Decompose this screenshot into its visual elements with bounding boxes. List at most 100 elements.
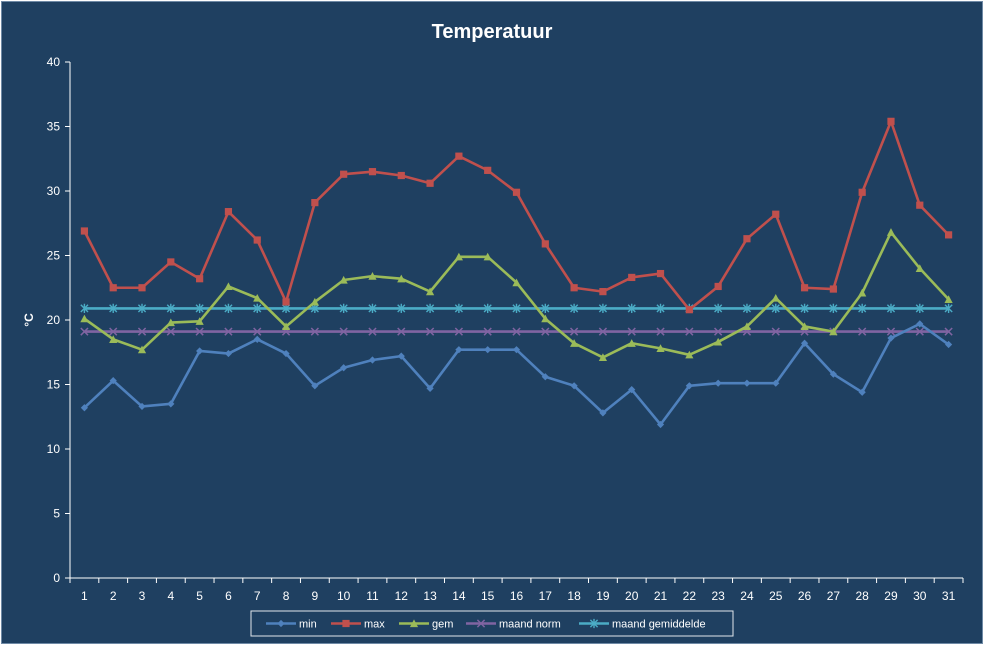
legend-marker	[476, 619, 486, 628]
data-point-maand-norm	[886, 327, 896, 336]
data-point-maand-gemiddelde	[224, 303, 233, 313]
data-point-max	[772, 210, 780, 218]
data-point-min	[340, 364, 348, 372]
data-point-max	[484, 166, 492, 174]
data-point-maand-gemiddelde	[656, 303, 665, 313]
data-point-gem	[771, 293, 780, 302]
data-point-gem	[800, 322, 809, 331]
x-tick-label: 23	[711, 589, 725, 603]
data-point-maand-gemiddelde	[742, 303, 752, 313]
x-tick-label: 31	[942, 589, 956, 603]
data-point-min	[916, 320, 924, 328]
data-point-max	[311, 199, 319, 207]
x-tick-label: 13	[423, 589, 437, 603]
data-point-gem	[598, 353, 608, 362]
series-maand-gemiddelde	[80, 303, 953, 313]
series-max	[80, 117, 953, 314]
legend-marker	[409, 619, 419, 628]
data-point-gem	[858, 288, 867, 297]
legend-item-max: max	[331, 619, 385, 631]
data-point-maand-gemiddelde	[541, 303, 550, 313]
data-point-max	[800, 284, 809, 292]
x-tick-label: 21	[654, 589, 668, 603]
legend: min max gem maand norm maand gemiddelde	[250, 610, 734, 637]
data-point-gem	[368, 272, 377, 280]
data-point-maand-gemiddelde	[886, 303, 896, 313]
data-point-maand-gemiddelde	[166, 303, 175, 313]
data-point-min	[311, 382, 319, 390]
data-point-max	[685, 306, 693, 314]
x-tick-label: 8	[283, 589, 290, 603]
x-tick-label: 2	[110, 589, 117, 603]
axes	[65, 61, 964, 583]
data-point-maand-gemiddelde	[368, 303, 377, 313]
x-tick-labels: 1 2 3 4 5 6 7 8 9 10 11 12 13 14 15 16 17 18 19 20 21 22 23 24 2…	[81, 589, 956, 603]
data-point-max	[829, 285, 837, 293]
legend-label: min	[299, 619, 317, 631]
data-point-min	[224, 349, 233, 358]
data-point-max	[887, 117, 895, 125]
data-point-maand-norm	[166, 327, 175, 336]
x-tick-label: 27	[827, 589, 841, 603]
data-point-maand-gemiddelde	[598, 303, 608, 313]
data-point-gem	[109, 335, 118, 343]
legend-item-gem: gem	[399, 619, 453, 631]
legend-label: maand gemiddelde	[612, 619, 706, 631]
data-point-max	[455, 152, 463, 160]
data-point-maand-norm	[195, 327, 204, 336]
data-point-max	[628, 273, 636, 282]
legend-marker	[589, 618, 599, 629]
data-point-max	[397, 171, 405, 180]
series-line-gem	[83, 230, 950, 359]
y-tick-label: 0	[53, 571, 60, 585]
data-point-gem	[137, 345, 147, 354]
data-point-maand-gemiddelde	[339, 303, 348, 313]
legend-label: gem	[432, 619, 453, 631]
data-point-gem	[685, 350, 694, 359]
data-point-min	[570, 382, 578, 390]
legend-box	[250, 610, 734, 637]
legend-marker	[277, 619, 285, 628]
data-point-gem	[310, 297, 319, 306]
series-maand-norm	[80, 327, 953, 336]
data-point-maand-gemiddelde	[397, 303, 406, 313]
data-point-gem	[253, 293, 262, 302]
data-point-maand-norm	[339, 327, 348, 336]
data-point-maand-norm	[771, 327, 780, 336]
data-point-max	[138, 284, 146, 292]
data-point-gem	[714, 337, 723, 346]
x-tick-label: 9	[312, 589, 319, 603]
y-tick-label: 5	[53, 507, 60, 521]
data-point-maand-norm	[714, 327, 723, 336]
data-point-min	[397, 352, 405, 360]
data-point-max	[599, 288, 607, 296]
data-point-maand-norm	[109, 327, 118, 336]
series-min	[80, 320, 953, 429]
data-point-min	[109, 377, 117, 385]
data-point-min	[944, 340, 953, 349]
data-point-maand-gemiddelde	[425, 303, 435, 313]
data-point-gem	[742, 322, 752, 331]
data-point-gem	[829, 327, 838, 336]
data-point-gem	[483, 252, 492, 261]
x-tick-label: 16	[510, 589, 524, 603]
x-tick-label: 19	[596, 589, 610, 603]
data-point-maand-norm	[454, 327, 464, 336]
data-point-maand-gemiddelde	[80, 303, 89, 313]
data-point-maand-norm	[397, 327, 406, 336]
data-point-min	[484, 346, 492, 354]
data-point-gem	[281, 322, 291, 331]
data-point-maand-gemiddelde	[800, 303, 809, 313]
x-tick-label: 3	[139, 589, 146, 603]
data-point-max	[196, 275, 204, 283]
data-point-gem	[627, 339, 636, 347]
data-point-maand-norm	[656, 327, 665, 336]
data-point-maand-gemiddelde	[195, 303, 204, 313]
y-tick-label: 30	[47, 184, 61, 198]
data-point-max	[916, 201, 924, 209]
data-point-maand-gemiddelde	[512, 303, 521, 313]
data-point-gem	[886, 228, 896, 236]
series-layer	[80, 117, 953, 429]
data-point-gem	[425, 287, 435, 296]
data-point-maand-gemiddelde	[454, 303, 463, 313]
